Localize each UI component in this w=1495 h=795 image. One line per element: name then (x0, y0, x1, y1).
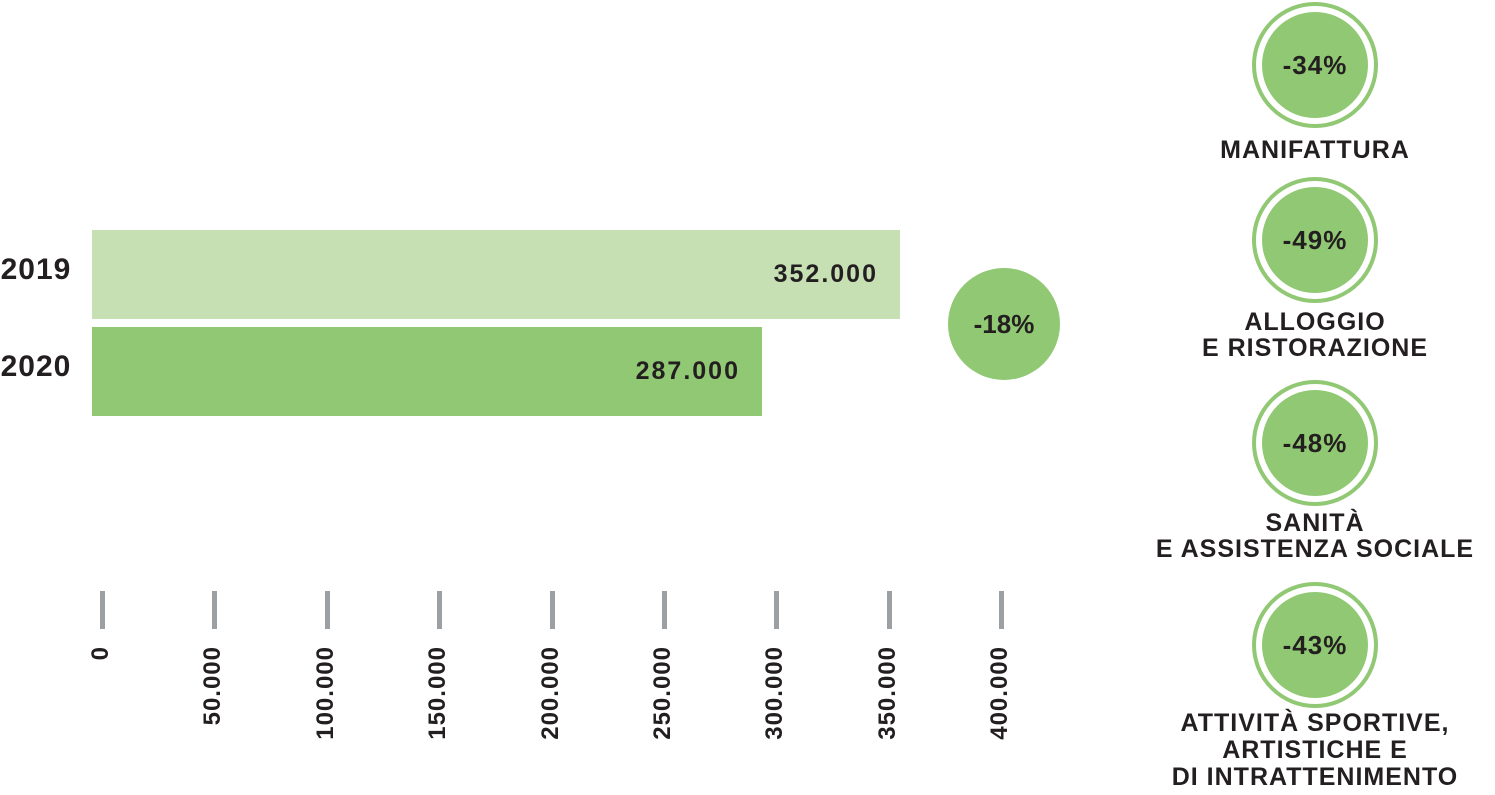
sector-ring-sanita-e-assistenza-sociale: -48% (1252, 380, 1378, 506)
bar-2020-value: 287.000 (635, 357, 740, 385)
sector-ring-alloggio-e-ristorazione: -49% (1252, 177, 1378, 303)
sector-label-line: ARTISTICHE E (1222, 736, 1408, 764)
x-axis-tick-mark (662, 591, 667, 629)
x-axis-tick-label: 300.000 (761, 646, 788, 740)
x-axis-tick-label: 200.000 (537, 646, 564, 740)
sector-label-alloggio-e-ristorazione: ALLOGGIO E RISTORAZIONE (1135, 309, 1495, 361)
x-axis-tick-label: 250.000 (649, 646, 676, 740)
x-axis-tick-mark (212, 591, 217, 629)
x-axis-tick-label: 150.000 (424, 646, 451, 740)
sector-circle: -48% (1262, 390, 1368, 496)
x-axis-tick-label: 400.000 (986, 646, 1013, 740)
sector-change-value: -48% (1282, 427, 1348, 458)
bar-2020: 287.000 (92, 327, 762, 416)
sector-change-value: -43% (1282, 629, 1348, 660)
category-label-2019: 2019 (0, 253, 72, 286)
bar-2019: 352.000 (92, 230, 900, 319)
x-axis-tick-mark (774, 591, 779, 629)
sector-label-line: MANIFATTURA (1220, 136, 1410, 164)
x-axis-tick-label: 50.000 (199, 646, 226, 726)
x-axis-tick-mark (999, 591, 1004, 629)
sector-label-line: ALLOGGIO (1244, 308, 1386, 336)
sector-change-value: -34% (1282, 49, 1348, 80)
sector-ring-attivita-sportive: -43% (1252, 582, 1378, 708)
overall-change-value: -18% (973, 308, 1035, 339)
x-axis-tick-mark (887, 591, 892, 629)
sector-label-line: SANITÀ (1265, 509, 1365, 537)
sector-circle: -43% (1262, 592, 1368, 698)
sector-label-manifattura: MANIFATTURA (1135, 137, 1495, 163)
sector-circle: -34% (1262, 12, 1368, 118)
x-axis-tick-mark (325, 591, 330, 629)
sector-label-line: E ASSISTENZA SOCIALE (1155, 535, 1475, 563)
sector-change-value: -49% (1282, 224, 1348, 255)
sector-ring-manifattura: -34% (1252, 2, 1378, 128)
sector-label-sanita-e-assistenza-sociale: SANITÀ E ASSISTENZA SOCIALE (1135, 510, 1495, 562)
bar-2019-value: 352.000 (773, 260, 878, 288)
sector-label-attivita-sportive: ATTIVITÀ SPORTIVE, ARTISTICHE E DI INTRA… (1135, 710, 1495, 791)
x-axis-tick-label: 0 (87, 646, 114, 661)
x-axis-tick-label: 100.000 (312, 646, 339, 740)
sector-circle: -49% (1262, 187, 1368, 293)
overall-change-badge-circle: -18% (948, 268, 1060, 380)
x-axis-tick-label: 350.000 (874, 646, 901, 740)
sector-label-line: DI INTRATTENIMENTO (1171, 763, 1459, 791)
x-axis-tick-mark (437, 591, 442, 629)
x-axis-tick-mark (100, 591, 105, 629)
category-label-2020: 2020 (0, 350, 72, 383)
x-axis-tick-mark (550, 591, 555, 629)
sector-label-line: E RISTORAZIONE (1201, 334, 1429, 362)
sector-label-line: ATTIVITÀ SPORTIVE, (1180, 709, 1450, 737)
